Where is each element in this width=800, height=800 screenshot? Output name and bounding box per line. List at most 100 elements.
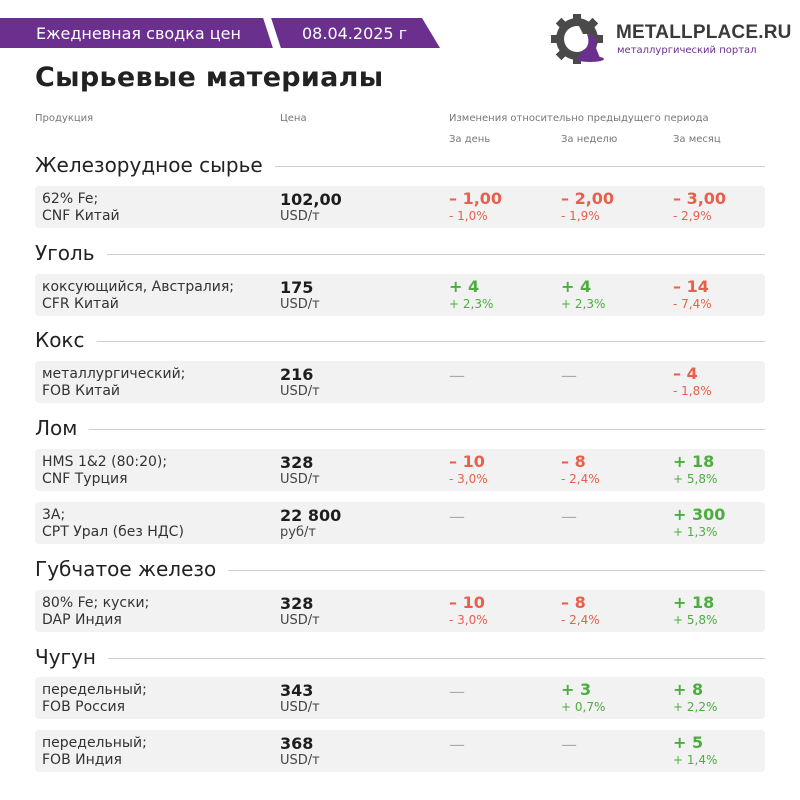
header-day: За день — [449, 134, 491, 145]
table-row: передельный; FOB Индия 368 USD/т — — + 5 + 1,4% — [35, 730, 765, 772]
change-week: – 2,00- 1,9% — [561, 189, 661, 224]
section-header: Кокс — [35, 328, 765, 356]
change-percent: - 2,9% — [673, 209, 712, 223]
change-month: + 5 + 1,4% — [673, 733, 773, 768]
section-header: Губчатое железо — [35, 557, 765, 585]
header-week: За неделю — [561, 134, 618, 145]
product-name: 62% Fe; CNF Китай — [42, 191, 120, 225]
change-value: — — [561, 507, 577, 526]
change-value: + 18 — [673, 593, 715, 612]
product-line-1: 3А; — [42, 507, 66, 523]
product-line-2: CFR Китай — [42, 296, 119, 312]
logo-subtitle: металлургический портал — [617, 45, 757, 56]
change-value: — — [449, 735, 465, 754]
price-unit: USD/т — [280, 209, 320, 224]
section-title: Чугун — [35, 645, 108, 669]
product-name: металлургический; FOB Китай — [42, 366, 185, 400]
change-week: – 8- 2,4% — [561, 452, 661, 487]
change-percent: - 3,0% — [449, 472, 488, 486]
table-row: металлургический; FOB Китай 216 USD/т — — – 4-… — [35, 361, 765, 403]
product-line-1: 80% Fe; куски; — [42, 595, 150, 611]
header-month: За месяц — [673, 134, 721, 145]
price-unit: USD/т — [280, 753, 320, 768]
section-divider — [35, 254, 765, 255]
change-value: + 300 — [673, 505, 726, 524]
table-row: передельный; FOB Россия 343 USD/т — + 3 + 0,7%… — [35, 677, 765, 719]
change-week: — — [561, 505, 661, 526]
table-row: коксующийся, Австралия; CFR Китай 175 USD/т… — [35, 274, 765, 316]
product-line-1: передельный; — [42, 735, 147, 751]
section-divider — [35, 570, 765, 571]
product-name: 3А; CPT Урал (без НДС) — [42, 507, 184, 541]
change-value: – 1,00 — [449, 189, 503, 208]
price-value: 368 — [280, 734, 314, 753]
change-percent: + 0,7% — [561, 700, 606, 714]
change-week: – 8- 2,4% — [561, 593, 661, 628]
change-day: + 4 + 2,3% — [449, 277, 549, 312]
product-line-2: CNF Турция — [42, 471, 128, 487]
gear-logo-icon — [551, 14, 604, 64]
product-line-1: металлургический; — [42, 366, 186, 382]
banner-label: Ежедневная сводка цен — [36, 24, 241, 43]
change-month: + 300 + 1,3% — [673, 505, 773, 540]
product-line-2: FOB Россия — [42, 699, 126, 715]
page-title: Сырьевые материалы — [35, 62, 384, 93]
change-day: — — [449, 364, 549, 385]
product-line-2: FOB Индия — [42, 752, 122, 768]
change-value: + 4 — [449, 277, 480, 296]
change-day: — — [449, 505, 549, 526]
change-value: – 10 — [449, 593, 485, 612]
change-value: + 18 — [673, 452, 715, 471]
price-unit: USD/т — [280, 297, 320, 312]
section-title: Уголь — [35, 241, 107, 265]
price-unit: USD/т — [280, 384, 320, 399]
table-row: 80% Fe; куски; DAP Индия 328 USD/т – 10- 3,0… — [35, 590, 765, 632]
change-value: — — [561, 366, 577, 385]
section-title: Кокс — [35, 328, 97, 352]
section-header: Уголь — [35, 241, 765, 269]
change-week: + 4 + 2,3% — [561, 277, 661, 312]
product-name: передельный; FOB Индия — [42, 735, 147, 769]
change-week: — — [561, 733, 661, 754]
product-line-1: 62% Fe; — [42, 191, 99, 207]
section-divider — [35, 341, 765, 342]
change-value: + 5 — [673, 733, 704, 752]
price-unit: USD/т — [280, 613, 320, 628]
product-line-2: CNF Китай — [42, 208, 120, 224]
product-line-1: передельный; — [42, 682, 147, 698]
change-percent: + 2,2% — [673, 700, 718, 714]
section-title: Губчатое железо — [35, 557, 229, 581]
change-value: – 8 — [561, 452, 586, 471]
change-percent: + 2,3% — [561, 297, 606, 311]
change-month: – 3,00- 2,9% — [673, 189, 773, 224]
change-percent: + 5,8% — [673, 472, 718, 486]
banner-date-background — [274, 18, 440, 48]
header-changes: Изменения относительно предыдущего перио… — [449, 113, 709, 124]
change-week: — — [561, 364, 661, 385]
change-week: + 3 + 0,7% — [561, 680, 661, 715]
change-value: + 8 — [673, 680, 704, 699]
change-percent: - 1,0% — [449, 209, 488, 223]
price-value: 175 — [280, 278, 314, 297]
change-month: + 8 + 2,2% — [673, 680, 773, 715]
change-value: – 3,00 — [673, 189, 727, 208]
change-value: — — [449, 682, 465, 701]
change-value: — — [561, 735, 577, 754]
change-day: – 1,00- 1,0% — [449, 189, 549, 224]
change-percent: - 1,8% — [673, 384, 712, 398]
section-title: Железорудное сырье — [35, 153, 275, 177]
site-logo[interactable]: METALLPLACE.RU металлургический портал — [550, 14, 791, 64]
product-line-2: FOB Китай — [42, 383, 120, 399]
change-value: + 4 — [561, 277, 592, 296]
change-day: – 10- 3,0% — [449, 593, 549, 628]
change-percent: - 2,4% — [561, 613, 600, 627]
change-value: — — [449, 507, 465, 526]
header-product: Продукция — [35, 113, 94, 124]
change-month: – 14- 7,4% — [673, 277, 773, 312]
price-value: 328 — [280, 594, 314, 613]
change-month: + 18 + 5,8% — [673, 593, 773, 628]
change-value: – 10 — [449, 452, 485, 471]
logo-name: METALLPLACE.RU — [616, 22, 792, 43]
header-banner: Ежедневная сводка цен 08.04.2025 г — [0, 16, 440, 50]
section-header: Чугун — [35, 645, 765, 673]
